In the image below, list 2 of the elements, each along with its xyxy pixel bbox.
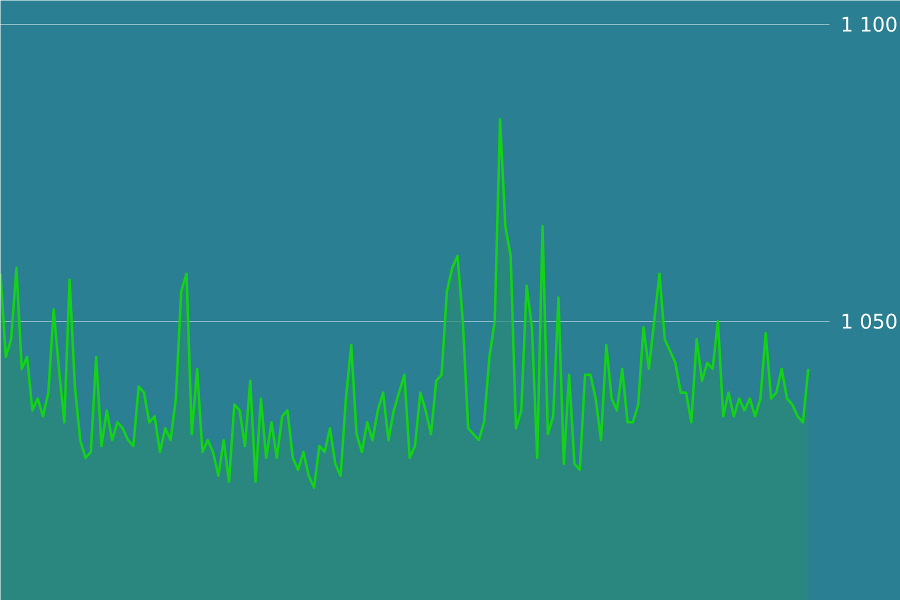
y-tick-label: 1 100 <box>840 12 898 36</box>
y-tick-label: 1 050 <box>840 309 898 334</box>
